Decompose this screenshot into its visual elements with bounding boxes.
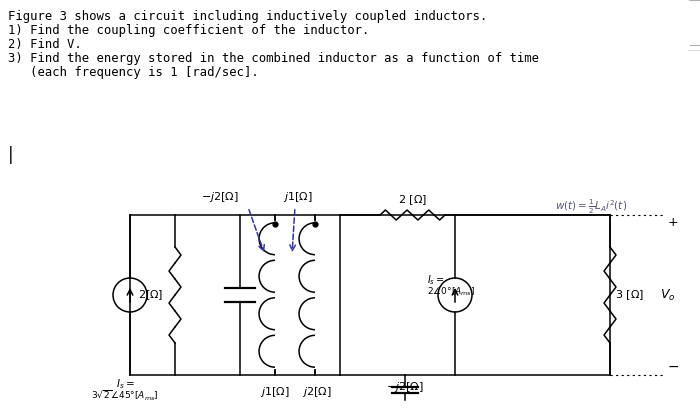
Text: $2\angle 0°[A_{ms}]$: $2\angle 0°[A_{ms}]$ (427, 286, 475, 298)
Text: Figure 3 shows a circuit including inductively coupled inductors.: Figure 3 shows a circuit including induc… (8, 10, 487, 23)
Text: −: − (668, 360, 680, 374)
Text: |: | (8, 146, 13, 164)
Text: $3\ [\Omega]$: $3\ [\Omega]$ (615, 288, 644, 302)
Text: $I_s =$: $I_s =$ (427, 273, 444, 287)
Text: 1) Find the coupling coefficient of the inductor.: 1) Find the coupling coefficient of the … (8, 24, 370, 37)
Text: $-j2[\Omega]$: $-j2[\Omega]$ (386, 380, 424, 394)
Text: $-j2[\Omega]$: $-j2[\Omega]$ (201, 190, 239, 204)
Text: (each frequency is 1 [rad/sec].: (each frequency is 1 [rad/sec]. (8, 66, 259, 79)
Text: $V_o$: $V_o$ (660, 288, 675, 303)
Text: $w(t) = \frac{1}{2}L_A i^2(t)$: $w(t) = \frac{1}{2}L_A i^2(t)$ (555, 198, 627, 216)
Text: $j1[\Omega]$: $j1[\Omega]$ (260, 385, 290, 399)
Text: 2) Find V.: 2) Find V. (8, 38, 82, 51)
Text: $3\sqrt{2}\angle 45°[A_{ms}]$: $3\sqrt{2}\angle 45°[A_{ms}]$ (91, 389, 159, 403)
Text: $2\ [\Omega]$: $2\ [\Omega]$ (398, 193, 427, 207)
Text: $j1[\Omega]$: $j1[\Omega]$ (284, 190, 313, 204)
Text: 3) Find the energy stored in the combined inductor as a function of time: 3) Find the energy stored in the combine… (8, 52, 539, 65)
Text: +: + (668, 217, 678, 229)
Text: $j2[\Omega]$: $j2[\Omega]$ (302, 385, 332, 399)
Text: $2[\Omega]$: $2[\Omega]$ (138, 288, 163, 302)
Text: $I_s =$: $I_s =$ (116, 377, 134, 391)
